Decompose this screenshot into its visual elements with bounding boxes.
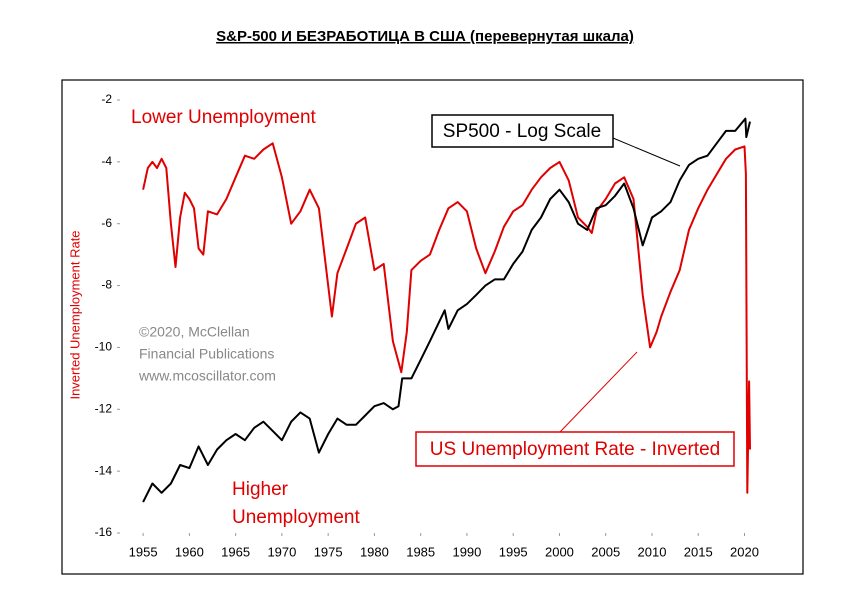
y-tick-label: -14	[95, 463, 113, 477]
y-tick-label: -8	[101, 278, 112, 292]
y-tick-label: -10	[95, 340, 113, 354]
x-tick-label: 1955	[129, 544, 158, 559]
chart-frame	[61, 79, 804, 575]
x-tick-label: 1965	[221, 544, 250, 559]
x-tick-label: 2020	[730, 544, 759, 559]
pointer	[612, 137, 681, 167]
x-tick-label: 2005	[591, 544, 620, 559]
x-tick-label: 1990	[452, 544, 481, 559]
plot-area: -2 -4 -6 -8 -10 -12 -14 -16 1955 1960 1965 1970 1975…	[95, 92, 759, 559]
annotation: Higher	[232, 479, 289, 500]
annotation: US Unemployment Rate - Inverted	[430, 439, 720, 460]
x-tick-label: 2000	[545, 544, 574, 559]
annotation-box	[415, 431, 735, 467]
watermark: ©2020, McClellan	[139, 324, 250, 340]
x-tick-label: 1970	[267, 544, 296, 559]
y-tick-label: -12	[95, 401, 113, 415]
y-tick-label: -16	[95, 525, 113, 539]
x-tick-label: 1960	[175, 544, 204, 559]
y-axis-label: Inverted Unemployment Rate	[67, 230, 82, 399]
x-tick-label: 1975	[314, 544, 343, 559]
y-tick-label: -4	[101, 154, 112, 168]
annotation-box	[431, 114, 614, 148]
x-tick-label: 1985	[406, 544, 435, 559]
y-tick-label: -6	[101, 216, 112, 230]
x-tick-label: 1995	[499, 544, 528, 559]
series-line	[142, 142, 751, 494]
x-tick-label: 2010	[638, 544, 667, 559]
annotation: Unemployment	[232, 507, 360, 528]
x-tick-label: 1980	[360, 544, 389, 559]
y-tick-label: -2	[101, 92, 112, 106]
x-tick-label: 2015	[684, 544, 713, 559]
series-line	[142, 117, 751, 503]
pointer	[559, 351, 638, 433]
annotation: Lower Unemployment	[131, 107, 317, 128]
annotation: SP500 - Log Scale	[443, 121, 601, 142]
watermark: Financial Publications	[139, 346, 274, 362]
watermark: www.mcoscillator.com	[138, 368, 276, 384]
chart-title: S&P-500 И БЕЗРАБОТИЦА В США (перевернута…	[216, 28, 634, 45]
